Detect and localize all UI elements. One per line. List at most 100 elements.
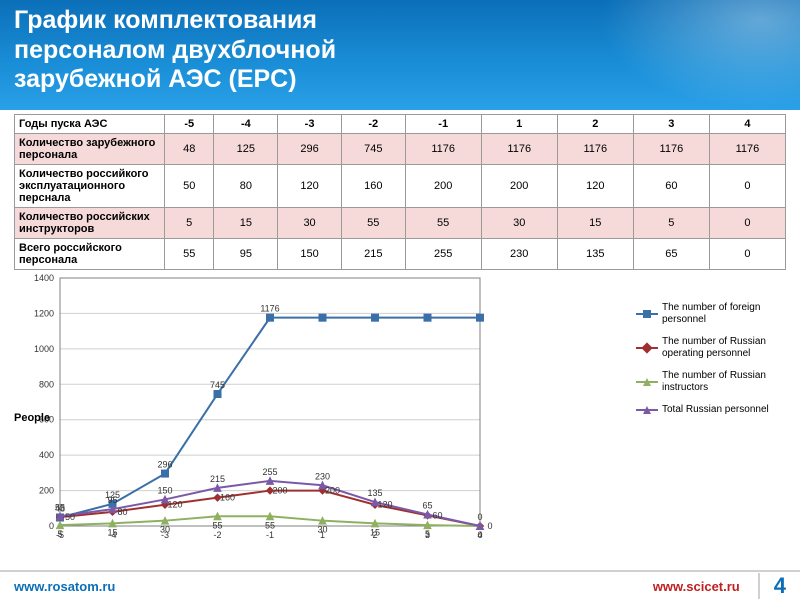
year-header: -2 — [341, 115, 405, 134]
slide-header: График комплектования персоналом двухбло… — [0, 0, 800, 110]
legend-label: The number of Russian operating personne… — [662, 336, 786, 360]
year-header: -3 — [278, 115, 342, 134]
row-label: Всего российского персонала — [15, 239, 165, 270]
table-cell: 160 — [341, 165, 405, 208]
svg-text:800: 800 — [39, 379, 54, 389]
svg-text:30: 30 — [160, 525, 170, 535]
footer-left-url: www.rosatom.ru — [14, 579, 115, 594]
svg-text:400: 400 — [39, 450, 54, 460]
table-cell: 230 — [481, 239, 557, 270]
chart-legend: The number of foreign personnelThe numbe… — [636, 302, 786, 426]
svg-text:1200: 1200 — [34, 308, 54, 318]
table-cell: 255 — [405, 239, 481, 270]
svg-text:55: 55 — [265, 520, 275, 530]
svg-text:15: 15 — [370, 527, 380, 537]
legend-swatch — [636, 343, 658, 353]
table-row: Количество российских инструкторов515305… — [15, 208, 786, 239]
svg-text:-1: -1 — [266, 530, 274, 540]
svg-text:1000: 1000 — [34, 344, 54, 354]
table-cell: 1176 — [709, 134, 785, 165]
table-cell: 55 — [165, 239, 214, 270]
svg-text:160: 160 — [220, 493, 235, 503]
table-cell: 1176 — [405, 134, 481, 165]
table-cell: 0 — [709, 208, 785, 239]
table-cell: 55 — [405, 208, 481, 239]
svg-text:120: 120 — [377, 500, 392, 510]
year-header: -4 — [214, 115, 278, 134]
table-cell: 135 — [557, 239, 633, 270]
table-cell: 60 — [633, 165, 709, 208]
data-table: Годы пуска АЭС -5-4-3-2-11234 Количество… — [14, 114, 786, 270]
table-cell: 120 — [557, 165, 633, 208]
chart-ylabel: People — [14, 412, 50, 424]
legend-swatch — [636, 309, 658, 319]
years-label: Годы пуска АЭС — [15, 115, 165, 134]
legend-swatch — [636, 405, 658, 415]
row-label: Количество российских инструкторов — [15, 208, 165, 239]
svg-text:5: 5 — [57, 529, 62, 539]
svg-text:0: 0 — [49, 521, 54, 531]
table-row: Количество российкого эксплуатационного … — [15, 165, 786, 208]
table-cell: 95 — [214, 239, 278, 270]
svg-text:230: 230 — [315, 471, 330, 481]
year-header: 2 — [557, 115, 633, 134]
svg-text:55: 55 — [212, 520, 222, 530]
table-cell: 745 — [341, 134, 405, 165]
table-cell: 200 — [405, 165, 481, 208]
table-row: Всего российского персонала5595150215255… — [15, 239, 786, 270]
slide-title: График комплектования персоналом двухбло… — [14, 6, 786, 95]
svg-text:120: 120 — [167, 500, 182, 510]
svg-text:135: 135 — [367, 488, 382, 498]
table-cell: 30 — [481, 208, 557, 239]
svg-text:-2: -2 — [213, 530, 221, 540]
row-label: Количество российкого эксплуатационного … — [15, 165, 165, 208]
svg-text:0: 0 — [477, 530, 482, 540]
table-cell: 0 — [709, 165, 785, 208]
svg-text:65: 65 — [422, 500, 432, 510]
legend-label: Total Russian personnel — [662, 404, 769, 416]
svg-text:60: 60 — [432, 510, 442, 520]
svg-text:745: 745 — [210, 380, 225, 390]
svg-text:1400: 1400 — [34, 273, 54, 283]
year-header: 4 — [709, 115, 785, 134]
table-cell: 15 — [214, 208, 278, 239]
legend-item: The number of Russian instructors — [636, 370, 786, 394]
svg-text:296: 296 — [157, 460, 172, 470]
table-cell: 125 — [214, 134, 278, 165]
line-chart: 0200400600800100012001400-5-4-3-2-112344… — [14, 272, 634, 544]
svg-text:200: 200 — [272, 486, 287, 496]
table-header-row: Годы пуска АЭС -5-4-3-2-11234 — [15, 115, 786, 134]
svg-text:15: 15 — [107, 527, 117, 537]
table-cell: 1176 — [481, 134, 557, 165]
slide-footer: www.rosatom.ru www.scicet.ru 4 — [0, 570, 800, 600]
svg-text:5: 5 — [425, 529, 430, 539]
legend-item: The number of Russian operating personne… — [636, 336, 786, 360]
svg-text:55: 55 — [55, 502, 65, 512]
table-cell: 15 — [557, 208, 633, 239]
table-cell: 200 — [481, 165, 557, 208]
svg-text:0: 0 — [487, 521, 492, 531]
table-cell: 150 — [278, 239, 342, 270]
svg-text:200: 200 — [39, 486, 54, 496]
svg-text:255: 255 — [262, 467, 277, 477]
svg-text:1176: 1176 — [260, 304, 279, 314]
page-number: 4 — [758, 573, 786, 599]
svg-text:50: 50 — [65, 512, 75, 522]
table-cell: 65 — [633, 239, 709, 270]
table-cell: 1176 — [633, 134, 709, 165]
year-header: -5 — [165, 115, 214, 134]
chart-area: People 0200400600800100012001400-5-4-3-2… — [14, 272, 786, 570]
year-header: 3 — [633, 115, 709, 134]
title-line-3: зарубежной АЭС (EPC) — [14, 65, 297, 93]
footer-right-url: www.scicet.ru — [653, 579, 740, 594]
legend-label: The number of Russian instructors — [662, 370, 786, 394]
slide: График комплектования персоналом двухбло… — [0, 0, 800, 600]
table-cell: 30 — [278, 208, 342, 239]
svg-text:200: 200 — [325, 486, 340, 496]
table-cell: 55 — [341, 208, 405, 239]
title-line-2: персоналом двухблочной — [14, 36, 336, 64]
table-cell: 50 — [165, 165, 214, 208]
svg-text:95: 95 — [107, 495, 117, 505]
table-cell: 296 — [278, 134, 342, 165]
title-line-1: График комплектования — [14, 6, 317, 34]
